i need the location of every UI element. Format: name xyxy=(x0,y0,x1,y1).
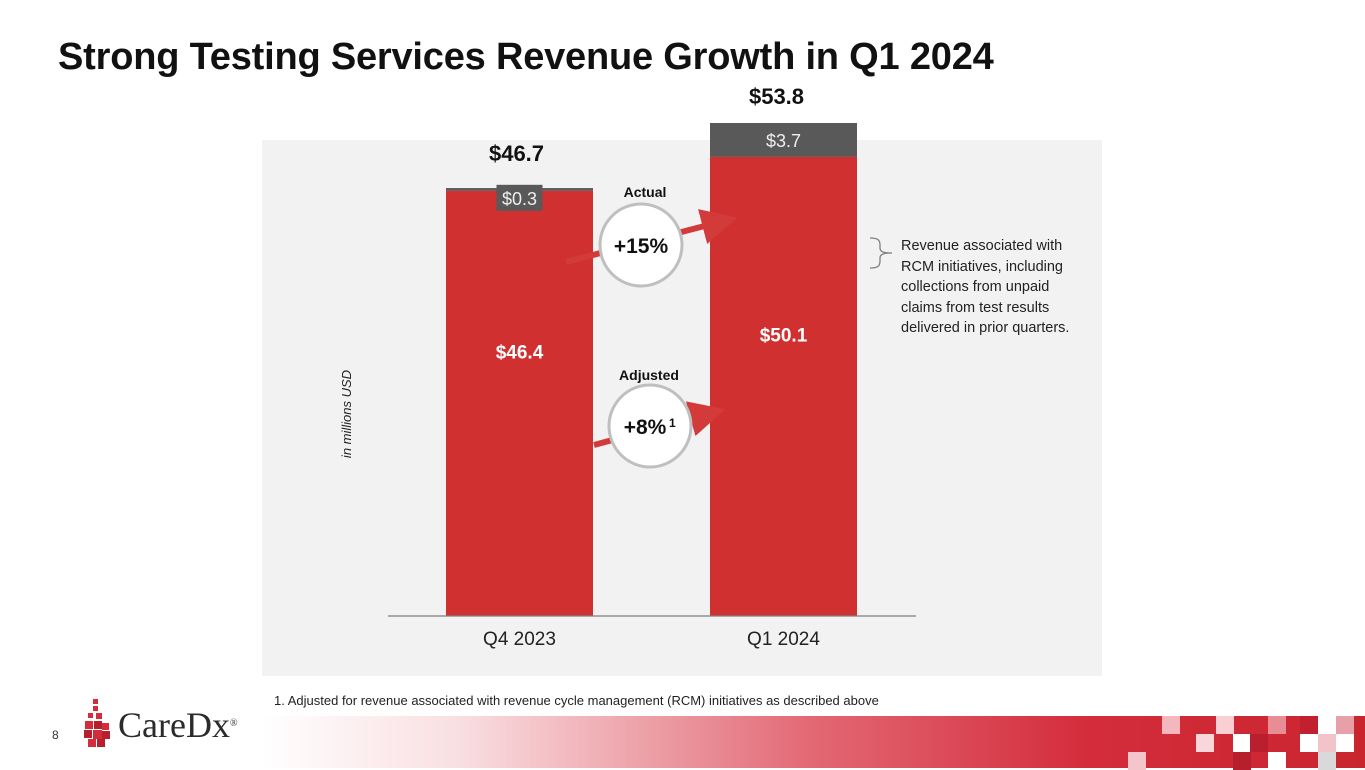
pixel-block xyxy=(1300,716,1318,734)
pixel-block xyxy=(1318,752,1336,770)
rcm-tag-0 xyxy=(496,184,543,211)
bar-rcm-1 xyxy=(710,122,857,157)
rcm-bracket xyxy=(869,237,893,269)
total-label-1: $53.8 xyxy=(749,84,804,109)
caredx-logo: CareDx® xyxy=(82,698,262,750)
pixel-block xyxy=(1268,752,1286,770)
logo-droplet-icon xyxy=(84,699,110,747)
bar-label-adjusted-1: $50.1 xyxy=(760,325,808,346)
pixel-block xyxy=(1162,716,1180,734)
bar-adjusted-1 xyxy=(710,156,857,616)
adjusted-label: Adjusted xyxy=(619,367,679,383)
decorative-band xyxy=(260,716,1365,768)
pixel-block xyxy=(1250,734,1268,752)
x-tick-label-0: Q4 2023 xyxy=(483,629,556,650)
pixel-block xyxy=(1216,716,1234,734)
pixel-block xyxy=(1318,734,1336,752)
pixel-block xyxy=(1196,734,1214,752)
pixel-block xyxy=(1336,716,1354,734)
x-tick-label-1: Q1 2024 xyxy=(747,629,820,650)
pixel-block xyxy=(1128,752,1146,770)
total-label-0: $46.7 xyxy=(489,141,544,166)
adjusted-growth-value: +8% xyxy=(624,416,667,439)
logo-registered-mark: ® xyxy=(229,718,238,729)
bar-label-rcm-0: $0.3 xyxy=(502,189,537,209)
bar-label-adjusted-0: $46.4 xyxy=(496,342,544,363)
logo-wordmark: CareDx xyxy=(118,705,230,745)
adjusted-footnote-ref: 1 xyxy=(669,416,676,430)
pixel-block xyxy=(1300,734,1318,752)
footnote: 1. Adjusted for revenue associated with … xyxy=(274,693,879,708)
rcm-note: Revenue associated with RCM initiatives,… xyxy=(901,238,1070,336)
pixel-block xyxy=(1318,716,1336,734)
actual-label: Actual xyxy=(624,184,667,200)
page-number: 8 xyxy=(52,728,59,742)
pixel-block xyxy=(1268,716,1286,734)
bar-label-rcm-1: $3.7 xyxy=(766,131,801,151)
adjusted-growth-circle xyxy=(607,383,693,469)
pixel-block xyxy=(1233,752,1251,770)
actual-growth-circle xyxy=(598,202,684,288)
actual-growth-value: +15% xyxy=(614,235,669,258)
pixel-block xyxy=(1336,734,1354,752)
y-axis-label: in millions USD xyxy=(339,370,354,458)
bar-adjusted-0 xyxy=(446,190,593,617)
pixel-block xyxy=(1233,734,1251,752)
page-title: Strong Testing Services Revenue Growth i… xyxy=(58,36,994,78)
